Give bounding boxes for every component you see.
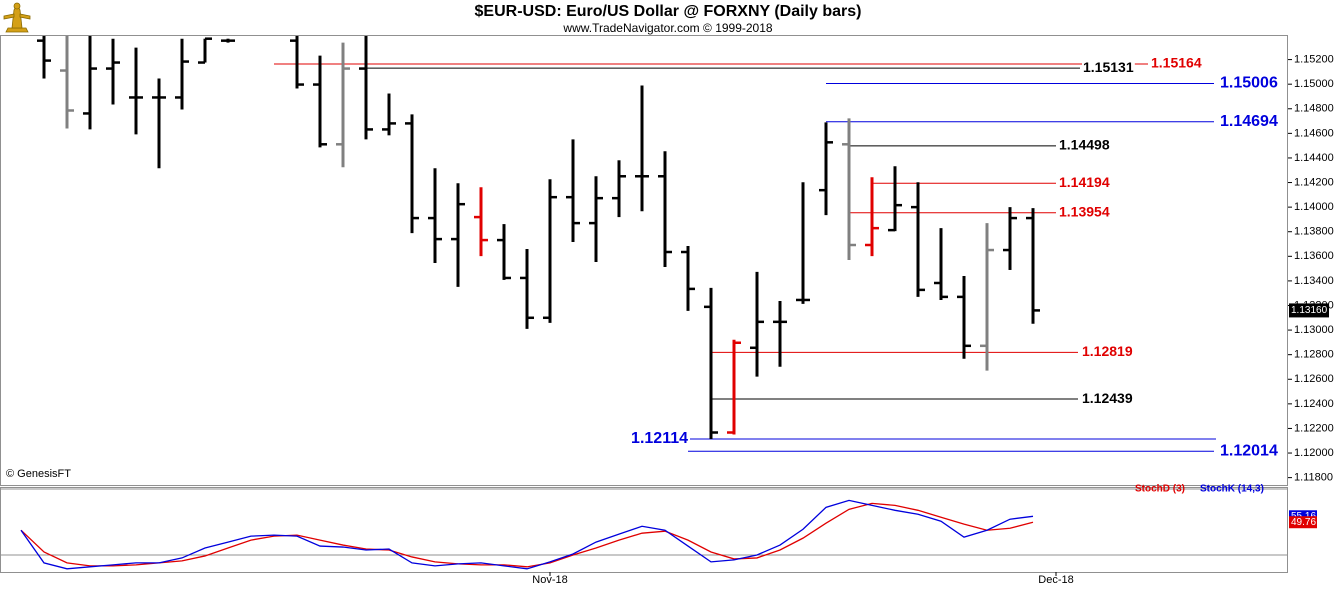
- y-tick-label: 1.12000: [1294, 447, 1334, 459]
- y-tick-label: 1.13000: [1294, 324, 1334, 336]
- level-label: 1.12014: [1220, 443, 1278, 460]
- level-label: 1.12819: [1082, 343, 1133, 359]
- stoch-line: [20, 499, 1034, 570]
- level-label: 1.12114: [631, 430, 688, 447]
- x-tick-label: Nov-18: [532, 574, 567, 586]
- level-label: 1.14194: [1059, 174, 1110, 190]
- y-tick-label: 1.13400: [1294, 275, 1334, 287]
- y-tick-label: 1.12600: [1294, 373, 1334, 385]
- level-label: 1.14694: [1220, 113, 1278, 130]
- x-tick-label: Dec-18: [1038, 574, 1073, 586]
- last-price-label: 1.13160: [1291, 305, 1328, 316]
- stoch-value-label: 49.76: [1291, 517, 1316, 528]
- level-label: 1.13954: [1059, 203, 1110, 219]
- y-tick-label: 1.13600: [1294, 250, 1334, 262]
- level-label-bg: [1082, 58, 1135, 75]
- stoch-line: [20, 502, 1034, 568]
- logo: [3, 2, 31, 33]
- y-tick-label: 1.11800: [1294, 472, 1333, 484]
- y-tick-label: 1.15000: [1294, 78, 1334, 90]
- y-tick-label: 1.14800: [1294, 103, 1334, 115]
- level-label-bg: [1219, 74, 1279, 92]
- y-tick-label: 1.12800: [1294, 349, 1334, 361]
- chart-subtitle: www.TradeNavigator.com © 1999-2018: [562, 21, 772, 35]
- y-tick-label: 1.14400: [1294, 152, 1334, 164]
- stoch-panel: [0, 487, 1288, 573]
- level-label-bg: [630, 430, 690, 448]
- last-price-box: [1289, 303, 1329, 318]
- level-label: 1.15131: [1083, 59, 1134, 75]
- y-tick-label: 1.15200: [1294, 53, 1334, 65]
- level-label: 1.15164: [1151, 55, 1202, 71]
- level-label: 1.15006: [1220, 75, 1278, 92]
- legend-entry: StochK (14,3): [1200, 484, 1264, 495]
- y-tick-label: 1.14600: [1294, 127, 1334, 139]
- level-label-bg: [1081, 389, 1134, 406]
- level-label-bg: [1058, 136, 1111, 153]
- price-panel: [0, 35, 1288, 486]
- stoch-value-box: [1289, 516, 1317, 529]
- level-label-bg: [1058, 173, 1111, 190]
- level-label-bg: [1081, 343, 1134, 360]
- watermark: © GenesisFT: [6, 468, 71, 480]
- chart-title: $EUR-USD: Euro/US Dollar @ FORXNY (Daily…: [475, 3, 862, 20]
- y-tick-label: 1.13800: [1294, 226, 1334, 238]
- level-label-bg: [1150, 54, 1203, 71]
- level-label: 1.12439: [1082, 390, 1133, 406]
- level-label-bg: [1219, 442, 1279, 460]
- legend-entry: StochD (3): [1135, 484, 1185, 495]
- level-label-bg: [1219, 113, 1279, 131]
- y-tick-label: 1.12400: [1294, 398, 1334, 410]
- y-tick-label: 1.14200: [1294, 176, 1334, 188]
- y-tick-label: 1.14000: [1294, 201, 1334, 213]
- level-label-bg: [1058, 203, 1111, 220]
- y-tick-label: 1.12200: [1294, 422, 1334, 434]
- level-label: 1.14498: [1059, 137, 1110, 153]
